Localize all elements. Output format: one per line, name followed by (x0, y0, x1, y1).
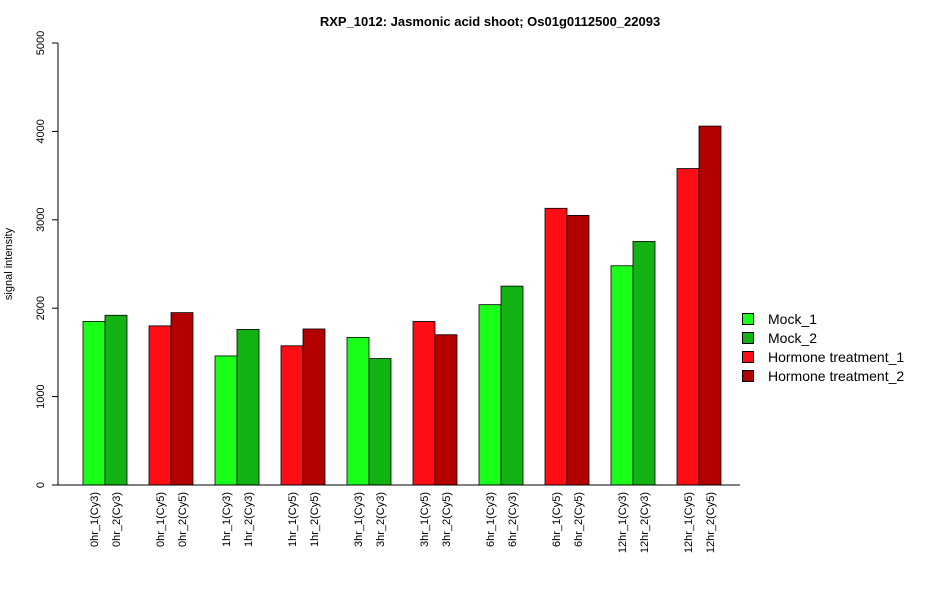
bar (236, 329, 260, 486)
y-tick-label: 1000 (35, 384, 47, 408)
bar (214, 355, 238, 486)
legend-swatch (742, 312, 754, 325)
x-category-label: 3hr_1(Cy3) (353, 492, 365, 547)
x-category-label: 12hr_1(Cy5) (683, 492, 695, 553)
y-tick-label: 0 (35, 482, 47, 488)
bar (82, 321, 106, 486)
bar (368, 358, 392, 486)
legend-label: Mock_1 (768, 310, 818, 327)
bar (346, 336, 370, 486)
x-category-label: 3hr_2(Cy5) (441, 492, 453, 547)
bars-group (82, 125, 722, 486)
x-category-label: 12hr_1(Cy3) (617, 492, 629, 553)
legend-item: Hormone treatment_2 (742, 366, 904, 385)
legend-label: Hormone treatment_2 (768, 367, 905, 384)
y-tick-label: 5000 (35, 31, 47, 55)
x-category-label: 6hr_1(Cy3) (485, 492, 497, 547)
x-category-label: 1hr_2(Cy5) (309, 492, 321, 547)
legend-swatch (742, 350, 754, 363)
bar (676, 168, 700, 486)
x-category-label: 1hr_1(Cy3) (221, 492, 233, 547)
legend-swatch (742, 369, 754, 382)
y-axis: 0 1000 2000 3000 4000 5000 (35, 31, 59, 488)
bar (412, 321, 436, 486)
bar (434, 334, 458, 486)
legend-label: Hormone treatment_1 (768, 348, 905, 365)
legend-label: Mock_2 (768, 329, 818, 346)
legend-swatch (742, 331, 754, 344)
bar (478, 304, 502, 486)
chart-title: RXP_1012: Jasmonic acid shoot; Os01g0112… (320, 14, 660, 29)
y-axis-title: signal intensity (3, 227, 15, 300)
x-category-label: 12hr_2(Cy3) (639, 492, 651, 553)
y-tick-label: 3000 (35, 208, 47, 232)
legend-item: Hormone treatment_1 (742, 347, 904, 366)
x-category-label: 1hr_2(Cy3) (243, 492, 255, 547)
x-category-label: 0hr_2(Cy5) (177, 492, 189, 547)
y-tick-label: 4000 (35, 119, 47, 143)
bar (566, 214, 590, 486)
x-axis-labels: 0hr_1(Cy3) 0hr_2(Cy3) 0hr_1(Cy5) 0hr_2(Cy5)… (89, 492, 717, 553)
x-category-label: 6hr_1(Cy5) (551, 492, 563, 547)
x-category-label: 3hr_1(Cy5) (419, 492, 431, 547)
bar (610, 265, 634, 486)
bar (698, 125, 722, 486)
x-category-label: 0hr_1(Cy5) (155, 492, 167, 547)
bar (104, 314, 128, 486)
bar (302, 328, 326, 486)
x-category-label: 1hr_1(Cy5) (287, 492, 299, 547)
bar (544, 207, 568, 486)
y-tick-label: 2000 (35, 296, 47, 320)
bar (500, 285, 524, 486)
bar (632, 241, 656, 486)
legend-item: Mock_1 (742, 309, 904, 328)
x-category-label: 3hr_2(Cy3) (375, 492, 387, 547)
x-category-label: 12hr_2(Cy5) (705, 492, 717, 553)
bar (148, 325, 172, 486)
x-category-label: 6hr_2(Cy5) (573, 492, 585, 547)
bar (280, 345, 304, 486)
x-category-label: 0hr_1(Cy3) (89, 492, 101, 547)
legend: Mock_1 Mock_2 Hormone treatment_1 Hormone t… (742, 309, 904, 385)
x-category-label: 0hr_2(Cy3) (111, 492, 123, 547)
x-category-label: 6hr_2(Cy3) (507, 492, 519, 547)
bar (170, 312, 194, 486)
legend-item: Mock_2 (742, 328, 904, 347)
